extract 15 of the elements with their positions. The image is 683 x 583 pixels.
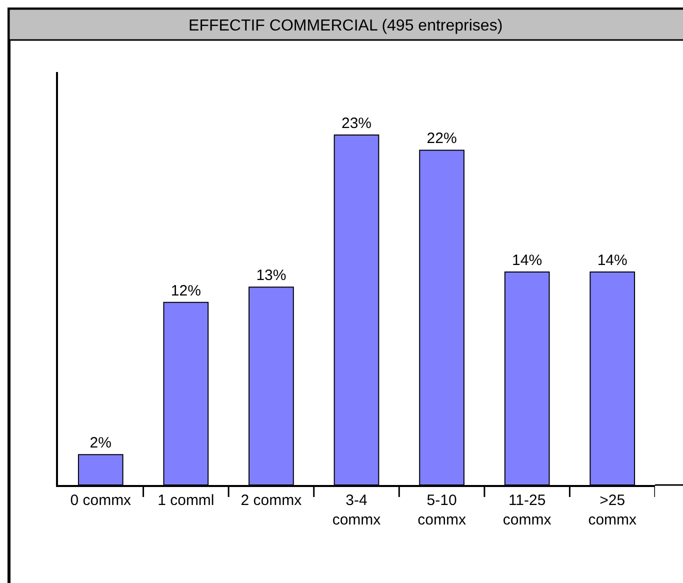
x-tick-label: 2 commx xyxy=(240,492,302,509)
chart-title: EFFECTIF COMMERCIAL (495 entreprises) xyxy=(188,18,503,35)
x-tick-label: 3-4 commx xyxy=(332,492,382,528)
x-tick-label: 11-25 commx xyxy=(502,492,552,528)
data-label: 23% xyxy=(341,115,372,132)
data-label: 14% xyxy=(597,252,628,269)
x-tick-label: 5-10 commx xyxy=(418,492,466,528)
data-label: 12% xyxy=(170,282,201,300)
x-tick-label: 0 commx xyxy=(70,492,132,509)
data-label: 2% xyxy=(90,434,112,452)
x-tick-label: >25 commx xyxy=(588,492,638,528)
data-label: 22% xyxy=(426,130,457,148)
data-label: 13% xyxy=(256,267,286,284)
x-tick-label: 1 comml xyxy=(158,492,214,509)
data-label: 14% xyxy=(512,252,542,269)
